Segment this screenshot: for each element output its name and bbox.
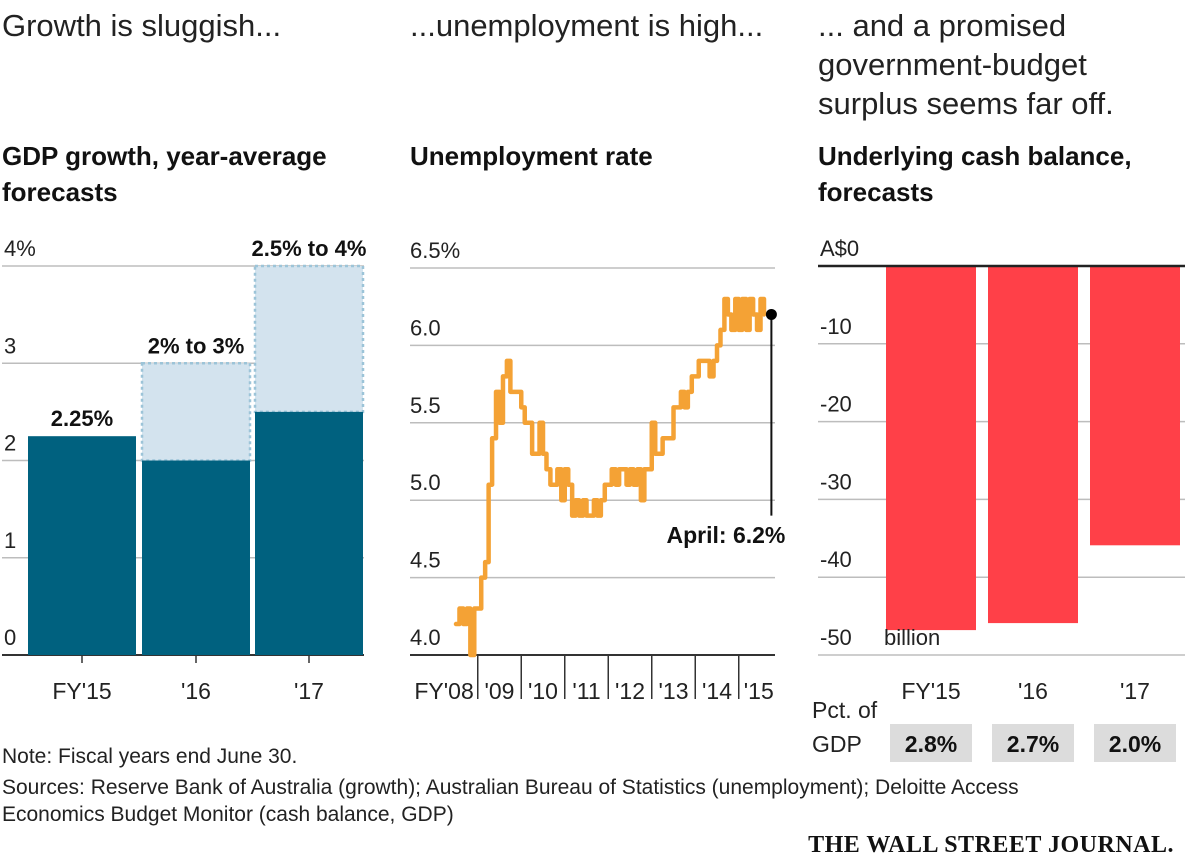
gdp-base-bar bbox=[142, 460, 250, 655]
gdp-title-line2: forecasts bbox=[2, 177, 118, 207]
gdp-base-bar bbox=[255, 411, 363, 655]
gdp-y-tick-label: 2 bbox=[4, 431, 16, 456]
cash-pct-of-gdp-value: 2.7% bbox=[1007, 731, 1059, 757]
cash-pct-box bbox=[890, 724, 972, 762]
cash-x-tick-label: '17 bbox=[1120, 678, 1150, 704]
unemployment-y-tick-label: 5.0 bbox=[410, 470, 441, 495]
unemployment-chart-title: Unemployment rate bbox=[410, 138, 653, 174]
unemployment-line bbox=[453, 296, 767, 658]
unemployment-x-tick-label: '15 bbox=[744, 678, 774, 704]
gdp-y-tick-label: 0 bbox=[4, 625, 16, 650]
cash-bar bbox=[988, 266, 1078, 624]
gdp-range-bar bbox=[140, 362, 252, 462]
footer-note: Note: Fiscal years end June 30. bbox=[2, 745, 298, 768]
cash-pct-of-gdp-value: 2.8% bbox=[905, 731, 957, 757]
gdp-chart: 0 1 2 3 4% 2.25% FY'15 2% to 3% '16 2.5% to 4% '17 bbox=[2, 236, 366, 704]
unemployment-headline: ...unemployment is high... bbox=[410, 8, 764, 43]
cash-title-line1: Underlying cash balance, bbox=[818, 141, 1132, 171]
gdp-y-tick-label: 1 bbox=[4, 528, 16, 553]
cash-bar bbox=[1090, 266, 1180, 546]
unemployment-y-tick-label: 6.0 bbox=[410, 315, 441, 340]
cash-headline: ... and a promised government-budget sur… bbox=[818, 6, 1114, 123]
cash-balance-chart: A$0 -10 -20 -30 -40 -50 billion FY'15 2.8% '16 2.7… bbox=[812, 236, 1185, 762]
cash-unit-label: billion bbox=[884, 625, 940, 650]
cash-pct-of-gdp-value: 2.0% bbox=[1109, 731, 1161, 757]
gdp-base-bar bbox=[28, 436, 136, 655]
gdp-range-bar bbox=[253, 264, 365, 414]
unemployment-latest-point bbox=[765, 308, 777, 320]
cash-chart-title: Underlying cash balance, forecasts bbox=[818, 138, 1132, 210]
unemployment-title-line1: Unemployment rate bbox=[410, 141, 653, 171]
unemployment-x-tick-label: '10 bbox=[528, 678, 558, 704]
unemployment-chart: 4.0 4.5 5.0 5.5 6.0 6.5% FY'08 '09 '10 '11 '12 '13 '… bbox=[410, 238, 785, 704]
cash-pct-box bbox=[1094, 724, 1176, 762]
cash-bar bbox=[886, 266, 976, 631]
cash-headline-line2: government-budget bbox=[818, 47, 1087, 82]
gdp-range-label: 2% to 3% bbox=[148, 333, 245, 358]
gdp-y-tick-label: 4% bbox=[4, 236, 36, 261]
publisher-logo: THE WALL STREET JOURNAL. bbox=[808, 832, 1174, 858]
gdp-range-label: 2.5% to 4% bbox=[252, 236, 367, 261]
unemployment-y-tick-label: 5.5 bbox=[410, 393, 441, 418]
cash-y-tick-label: -50 bbox=[820, 625, 852, 650]
footer-sources-line2: Economics Budget Monitor (cash balance, … bbox=[2, 803, 454, 826]
gdp-headline: Growth is sluggish... bbox=[2, 8, 282, 43]
cash-pct-label-line1: Pct. of bbox=[812, 697, 878, 723]
unemployment-x-tick-label: '11 bbox=[572, 678, 600, 704]
gdp-range-label: 2.25% bbox=[51, 406, 113, 431]
gdp-y-tick-label: 3 bbox=[4, 333, 16, 358]
gdp-x-tick-label: FY'15 bbox=[52, 678, 111, 704]
cash-headline-line3: surplus seems far off. bbox=[818, 86, 1114, 121]
unemployment-y-tick-label: 4.0 bbox=[410, 625, 441, 650]
unemployment-x-tick-label: '09 bbox=[485, 678, 515, 704]
cash-title-line2: forecasts bbox=[818, 177, 934, 207]
gdp-x-tick-label: '17 bbox=[294, 678, 324, 704]
unemployment-annotation: April: 6.2% bbox=[667, 522, 786, 548]
unemployment-x-tick-label: '12 bbox=[615, 678, 645, 704]
gdp-x-tick-label: '16 bbox=[181, 678, 211, 704]
cash-pct-box bbox=[992, 724, 1074, 762]
cash-y-tick-label: A$0 bbox=[820, 236, 859, 261]
cash-y-tick-label: -20 bbox=[820, 392, 852, 417]
unemployment-x-tick-label: FY'08 bbox=[414, 678, 473, 704]
gdp-chart-title: GDP growth, year-average forecasts bbox=[2, 138, 327, 210]
cash-pct-label-line2: GDP bbox=[812, 731, 862, 757]
cash-x-tick-label: '16 bbox=[1018, 678, 1048, 704]
cash-y-tick-label: -10 bbox=[820, 314, 852, 339]
cash-headline-line1: ... and a promised bbox=[818, 8, 1067, 43]
unemployment-y-tick-label: 6.5% bbox=[410, 238, 460, 263]
unemployment-x-tick-label: '13 bbox=[659, 678, 689, 704]
cash-y-tick-label: -30 bbox=[820, 469, 852, 494]
cash-y-tick-label: -40 bbox=[820, 547, 852, 572]
unemployment-y-tick-label: 4.5 bbox=[410, 548, 441, 573]
unemployment-x-tick-label: '14 bbox=[702, 678, 732, 704]
footer-sources-line1: Sources: Reserve Bank of Australia (grow… bbox=[2, 776, 1019, 799]
cash-x-tick-label: FY'15 bbox=[901, 678, 960, 704]
gdp-title-line1: GDP growth, year-average bbox=[2, 141, 327, 171]
